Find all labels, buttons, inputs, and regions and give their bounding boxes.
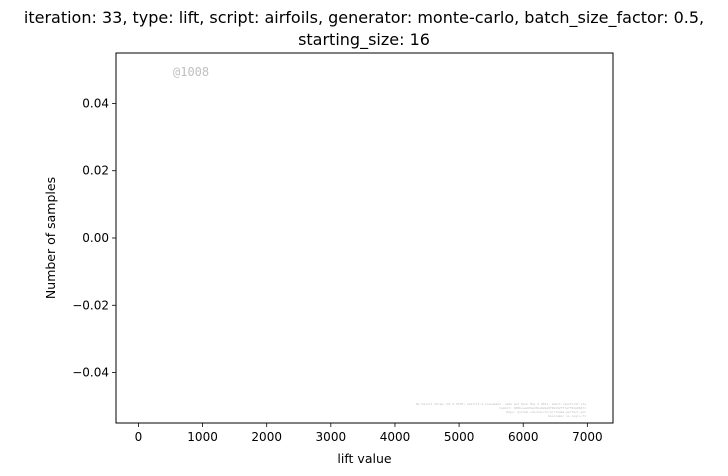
chart-title-line-1: iteration: 33, type: lift, script: airfo… — [24, 8, 704, 28]
chart-title-line-2: starting_size: 16 — [298, 30, 430, 50]
footnote-line-2: Commit: 100bcaed83ed3ba9e9a9f0bd32f77a7f… — [499, 406, 586, 410]
y-tick-label: 0.04 — [82, 96, 109, 110]
footnote: By Kainit Shree (at 0.9795) shelfit.e.lo… — [416, 402, 586, 418]
x-tick-label: 5000 — [444, 430, 475, 444]
x-tick-label: 3000 — [316, 430, 347, 444]
x-tick-label: 1000 — [187, 430, 218, 444]
x-tick-label: 4000 — [380, 430, 411, 444]
y-axis: −0.04 −0.02 0.00 0.02 0.04 — [72, 96, 116, 380]
x-tick-label: 2000 — [251, 430, 282, 444]
footnote-line-3: Repo: github.com:kainit/airfoams-perfect… — [507, 410, 587, 414]
x-tick-label: 7000 — [572, 430, 603, 444]
y-tick-label: −0.02 — [72, 298, 109, 312]
y-tick-label: 0.00 — [82, 231, 109, 245]
y-axis-label: Number of samples — [43, 177, 58, 299]
y-tick-label: −0.04 — [72, 366, 109, 380]
x-axis: 0 1000 2000 3000 4000 5000 6000 7000 — [135, 423, 603, 444]
footnote-line-1: By Kainit Shree (at 0.9795) shelfit.e.lo… — [416, 402, 586, 406]
y-tick-label: 0.02 — [82, 164, 109, 178]
x-axis-label: lift value — [337, 451, 391, 466]
x-tick-label: 6000 — [508, 430, 539, 444]
x-tick-label: 0 — [135, 430, 143, 444]
footnote-line-4: Username: no-login-71 — [548, 414, 586, 418]
watermark-label: @1008 — [173, 65, 209, 79]
